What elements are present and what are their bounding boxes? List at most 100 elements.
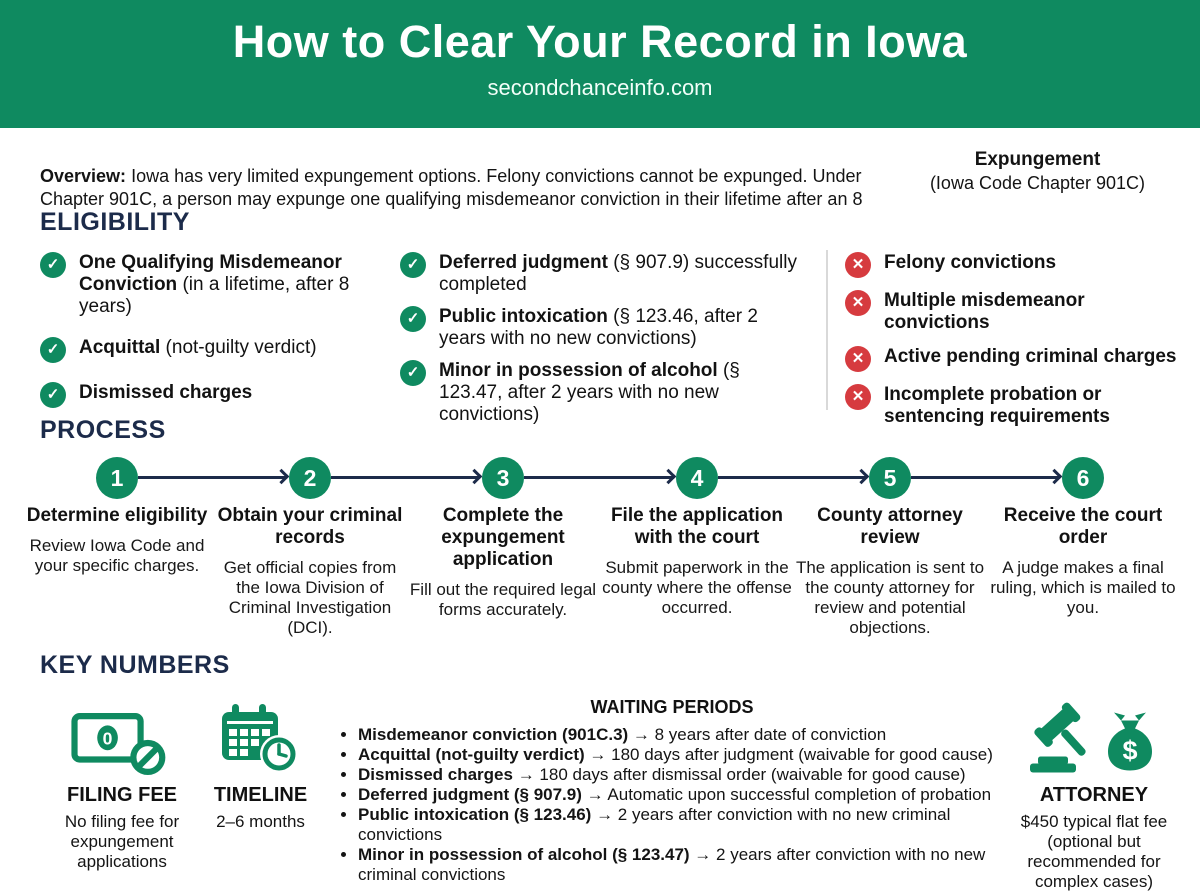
item-bold: Acquittal (not-guilty verdict) — [358, 745, 585, 764]
item-bold: Active pending criminal charges — [884, 346, 1177, 367]
attorney-desc: $450 typical flat fee (optional but reco… — [1020, 812, 1168, 891]
timeline-title: TIMELINE — [213, 784, 308, 806]
eligibility-column-special: ✓ Deferred judgment (§ 907.9) successful… — [400, 252, 805, 436]
step-circle-2: 2 — [289, 457, 331, 499]
item-rest: → 180 days after judgment (waivable for … — [584, 745, 993, 764]
arrow-right-icon — [1046, 468, 1063, 485]
step-description: Review Iowa Code and your specific charg… — [29, 536, 205, 575]
check-icon: ✓ — [40, 337, 66, 363]
item-rest: → 2 years after conviction with no new c… — [358, 805, 951, 844]
expungement-note-title: Expungement — [974, 149, 1101, 170]
step-circle-4: 4 — [676, 457, 718, 499]
x-icon: ✕ — [845, 252, 871, 278]
filing-fee-title: FILING FEE — [67, 784, 177, 806]
eligibility-item: ✓ Dismissed charges — [40, 382, 402, 408]
process-heading: PROCESS — [40, 416, 166, 444]
x-icon: ✕ — [845, 346, 871, 372]
key-numbers-heading: KEY NUMBERS — [40, 651, 230, 679]
item-rest: → Automatic upon successful completion o… — [581, 785, 992, 804]
item-rest: (§ 907.9) successfully completed — [439, 252, 797, 295]
item-rest: → 180 days after dismissal order (waivab… — [512, 765, 966, 784]
eligibility-item-text: Multiple misdemeanor convictions — [884, 290, 1195, 334]
overview-label: Overview: — [40, 166, 127, 186]
svg-text:0: 0 — [103, 729, 113, 749]
eligibility-item: ✓ One Qualifying Misdemeanor Conviction … — [40, 252, 402, 318]
item-bold: Felony convictions — [884, 252, 1057, 273]
timeline-connector — [718, 476, 867, 479]
process-step-2: Obtain your criminal records Get officia… — [212, 505, 408, 638]
item-rest: (in a lifetime, after 8 years) — [79, 274, 350, 317]
svg-text:$: $ — [1122, 736, 1137, 766]
item-bold: Incomplete probation or sentencing requi… — [884, 384, 1110, 427]
eligibility-item-text: Dismissed charges — [79, 382, 252, 404]
site-url: secondchanceinfo.com — [487, 75, 713, 100]
eligibility-item-text: One Qualifying Misdemeanor Conviction (i… — [79, 252, 402, 318]
arrow-right-icon — [853, 468, 870, 485]
not-eligible-item: ✕ Active pending criminal charges — [845, 346, 1195, 372]
check-icon: ✓ — [400, 306, 426, 332]
eligibility-item-text: Public intoxication (§ 123.46, after 2 y… — [439, 306, 805, 350]
item-bold: Dismissed charges — [358, 765, 513, 784]
item-rest: (§ 123.47, after 2 years with no new con… — [439, 360, 740, 425]
attorney-title: ATTORNEY — [1039, 784, 1149, 806]
waiting-period-item: Misdemeanor conviction (901C.3) → 8 year… — [358, 725, 1008, 745]
step-title: Determine eligibility — [26, 505, 208, 526]
check-icon: ✓ — [400, 360, 426, 386]
item-rest: (§ 123.46, after 2 years with no new con… — [439, 306, 758, 349]
item-bold: Minor in possession of alcohol — [439, 360, 718, 381]
arrow-right-icon — [273, 468, 290, 485]
waiting-period-item: Minor in possession of alcohol (§ 123.47… — [358, 845, 1008, 885]
item-bold: Multiple misdemeanor convictions — [884, 290, 1085, 333]
eligibility-column-not-eligible: ✕ Felony convictions ✕ Multiple misdemea… — [845, 252, 1195, 440]
arrow-right-icon — [466, 468, 483, 485]
process-step-4: File the application with the court Subm… — [599, 505, 795, 618]
timeline-connector — [524, 476, 674, 479]
item-rest: → 2 years after conviction with no new c… — [358, 845, 986, 884]
timeline-connector — [911, 476, 1060, 479]
eligibility-item: ✓ Minor in possession of alcohol (§ 123.… — [400, 360, 805, 426]
step-title: Complete the expungement application — [441, 505, 565, 570]
waiting-period-item: Public intoxication (§ 123.46) → 2 years… — [358, 805, 1008, 845]
process-timeline: 1 2 3 4 5 6 — [0, 457, 1200, 501]
eligibility-heading: ELIGIBILITY — [40, 208, 190, 236]
check-icon: ✓ — [40, 382, 66, 408]
process-step-5: County attorney review The application i… — [792, 505, 988, 638]
calendar-clock-icon — [198, 694, 323, 776]
eligibility-item-text: Incomplete probation or sentencing requi… — [884, 384, 1195, 428]
no-fee-money-icon: 0 — [32, 694, 212, 776]
process-step-1: Determine eligibility Review Iowa Code a… — [19, 505, 215, 576]
item-bold: Dismissed charges — [79, 382, 253, 403]
eligibility-divider — [826, 250, 828, 410]
timeline-card: TIMELINE 2–6 months — [198, 694, 323, 832]
item-bold: Acquittal — [79, 337, 161, 358]
gavel-money-bag-icon: $ — [1005, 694, 1183, 776]
waiting-period-item: Dismissed charges → 180 days after dismi… — [358, 765, 1008, 785]
eligibility-item-text: Deferred judgment (§ 907.9) successfully… — [439, 252, 805, 296]
eligibility-item-text: Active pending criminal charges — [884, 346, 1176, 368]
filing-fee-card: 0 FILING FEE No filing fee for expungeme… — [32, 694, 212, 872]
eligibility-item: ✓ Deferred judgment (§ 907.9) successful… — [400, 252, 805, 296]
not-eligible-item: ✕ Multiple misdemeanor convictions — [845, 290, 1195, 334]
step-title: File the application with the court — [610, 505, 784, 548]
step-description: A judge makes a final ruling, which is m… — [990, 558, 1176, 617]
timeline-connector — [138, 476, 287, 479]
item-rest: → 8 years after date of conviction — [628, 725, 887, 744]
check-icon: ✓ — [400, 252, 426, 278]
waiting-period-item: Acquittal (not-guilty verdict) → 180 day… — [358, 745, 1008, 765]
item-rest: (not-guilty verdict) — [160, 337, 317, 358]
waiting-period-item: Deferred judgment (§ 907.9) → Automatic … — [358, 785, 1008, 805]
item-bold: Deferred judgment (§ 907.9) — [358, 785, 582, 804]
process-step-6: Receive the court order A judge makes a … — [985, 505, 1181, 618]
step-circle-3: 3 — [482, 457, 524, 499]
filing-fee-desc: No filing fee for expungement applicatio… — [64, 812, 180, 871]
not-eligible-item: ✕ Incomplete probation or sentencing req… — [845, 384, 1195, 428]
overview-text: Iowa has very limited expungement option… — [40, 166, 863, 209]
item-bold: Misdemeanor conviction (901C.3) — [358, 725, 629, 744]
attorney-card: $ ATTORNEY $450 typical flat fee (option… — [1005, 694, 1183, 892]
arrow-right-icon — [660, 468, 677, 485]
eligibility-item: ✓ Acquittal (not-guilty verdict) — [40, 337, 402, 363]
item-bold: One Qualifying Misdemeanor Conviction — [79, 252, 342, 295]
eligibility-item-text: Acquittal (not-guilty verdict) — [79, 337, 317, 359]
expungement-note-subtitle: (Iowa Code Chapter 901C) — [929, 173, 1146, 193]
